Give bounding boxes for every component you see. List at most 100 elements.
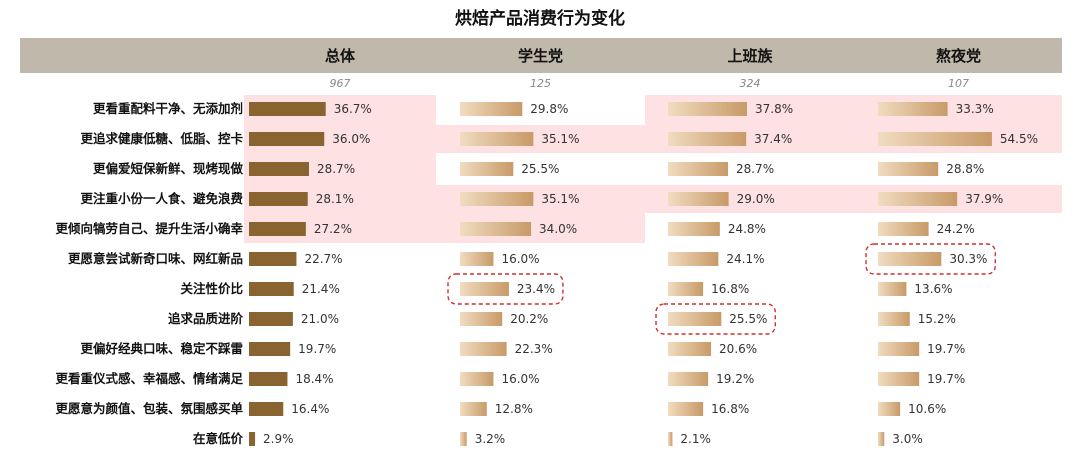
value-label: 18.4%	[295, 372, 333, 386]
value-label: 25.5%	[729, 312, 767, 326]
column-header: 学生党	[518, 47, 563, 65]
value-label: 20.6%	[719, 342, 757, 356]
value-label: 19.2%	[716, 372, 754, 386]
value-label: 28.8%	[946, 162, 984, 176]
value-label: 28.7%	[317, 162, 355, 176]
bar	[668, 402, 704, 416]
bar	[249, 192, 308, 206]
header-band	[20, 38, 1062, 73]
bar	[460, 102, 523, 116]
bar	[668, 222, 720, 236]
value-label: 30.3%	[949, 252, 987, 266]
column-header: 上班族	[727, 47, 773, 65]
bar	[460, 162, 514, 176]
bar	[668, 252, 719, 266]
value-label: 20.2%	[510, 312, 548, 326]
sample-size: 967	[330, 77, 351, 90]
bar	[460, 192, 534, 206]
sample-size: 125	[530, 77, 551, 90]
bar	[249, 102, 326, 116]
value-label: 2.9%	[263, 432, 294, 446]
bar	[878, 102, 948, 116]
value-label: 34.0%	[539, 222, 577, 236]
category-label: 更偏好经典口味、稳定不踩雷	[80, 341, 243, 356]
value-label: 24.8%	[728, 222, 766, 236]
category-label: 更看重配料干净、无添加剂	[93, 101, 243, 116]
bar	[249, 312, 293, 326]
value-label: 37.4%	[754, 132, 792, 146]
category-label: 关注性价比	[180, 281, 243, 296]
callout-circle	[447, 273, 564, 305]
category-label: 更倾向犒劳自己、提升生活小确幸	[55, 221, 243, 236]
bar	[249, 432, 256, 446]
bar	[668, 372, 709, 386]
bar	[878, 282, 907, 296]
value-label: 16.0%	[501, 252, 539, 266]
category-label: 在意低价	[193, 431, 244, 446]
bar	[878, 432, 885, 446]
bar	[249, 132, 325, 146]
value-label: 36.0%	[332, 132, 370, 146]
bar	[668, 282, 704, 296]
value-label: 16.8%	[711, 282, 749, 296]
value-label: 24.1%	[726, 252, 764, 266]
bar	[668, 312, 722, 326]
category-label: 更注重小份一人食、避免浪费	[80, 191, 243, 206]
category-label: 更愿意为颜值、包装、氛围感买单	[55, 401, 243, 416]
value-label: 10.6%	[908, 402, 946, 416]
chart-title: 烘焙产品消费行为变化	[455, 8, 625, 29]
value-label: 37.8%	[755, 102, 793, 116]
category-label: 追求品质进阶	[168, 311, 244, 326]
bar	[878, 372, 920, 386]
value-label: 25.5%	[521, 162, 559, 176]
bar	[668, 432, 673, 446]
value-label: 35.1%	[541, 192, 579, 206]
bar	[668, 342, 712, 356]
bar	[668, 192, 729, 206]
value-label: 24.2%	[937, 222, 975, 236]
value-label: 19.7%	[927, 342, 965, 356]
value-label: 54.5%	[1000, 132, 1038, 146]
value-label: 19.7%	[298, 342, 336, 356]
value-label: 16.8%	[711, 402, 749, 416]
bar	[878, 402, 901, 416]
category-label: 更看重仪式感、幸福感、情绪满足	[55, 371, 243, 386]
value-label: 22.7%	[304, 252, 342, 266]
callout-circle	[865, 243, 997, 275]
bar	[460, 312, 503, 326]
sample-size: 324	[740, 77, 761, 90]
category-label: 更偏爱短保新鲜、现烤现做	[93, 161, 244, 176]
value-label: 27.2%	[314, 222, 352, 236]
bar	[249, 402, 284, 416]
bar	[460, 282, 509, 296]
value-label: 12.8%	[495, 402, 533, 416]
value-label: 36.7%	[334, 102, 372, 116]
bar	[249, 372, 288, 386]
bar	[668, 162, 728, 176]
bar	[249, 342, 291, 356]
value-label: 29.0%	[737, 192, 775, 206]
bar	[460, 132, 534, 146]
value-label: 21.0%	[301, 312, 339, 326]
value-label: 22.3%	[515, 342, 553, 356]
bar	[460, 432, 467, 446]
bar	[878, 192, 958, 206]
bar	[460, 222, 532, 236]
bar	[249, 222, 306, 236]
column-header: 总体	[325, 47, 356, 65]
value-label: 28.7%	[736, 162, 774, 176]
bar	[878, 342, 920, 356]
value-label: 15.2%	[918, 312, 956, 326]
bar	[878, 162, 939, 176]
value-label: 3.2%	[475, 432, 506, 446]
value-label: 23.4%	[517, 282, 555, 296]
value-label: 37.9%	[965, 192, 1003, 206]
sample-size: 107	[948, 77, 969, 90]
value-label: 33.3%	[956, 102, 994, 116]
category-label: 更愿意尝试新奇口味、网红新品	[68, 251, 243, 266]
bar	[249, 282, 294, 296]
bar	[249, 252, 297, 266]
bar	[460, 402, 487, 416]
bar	[249, 162, 309, 176]
